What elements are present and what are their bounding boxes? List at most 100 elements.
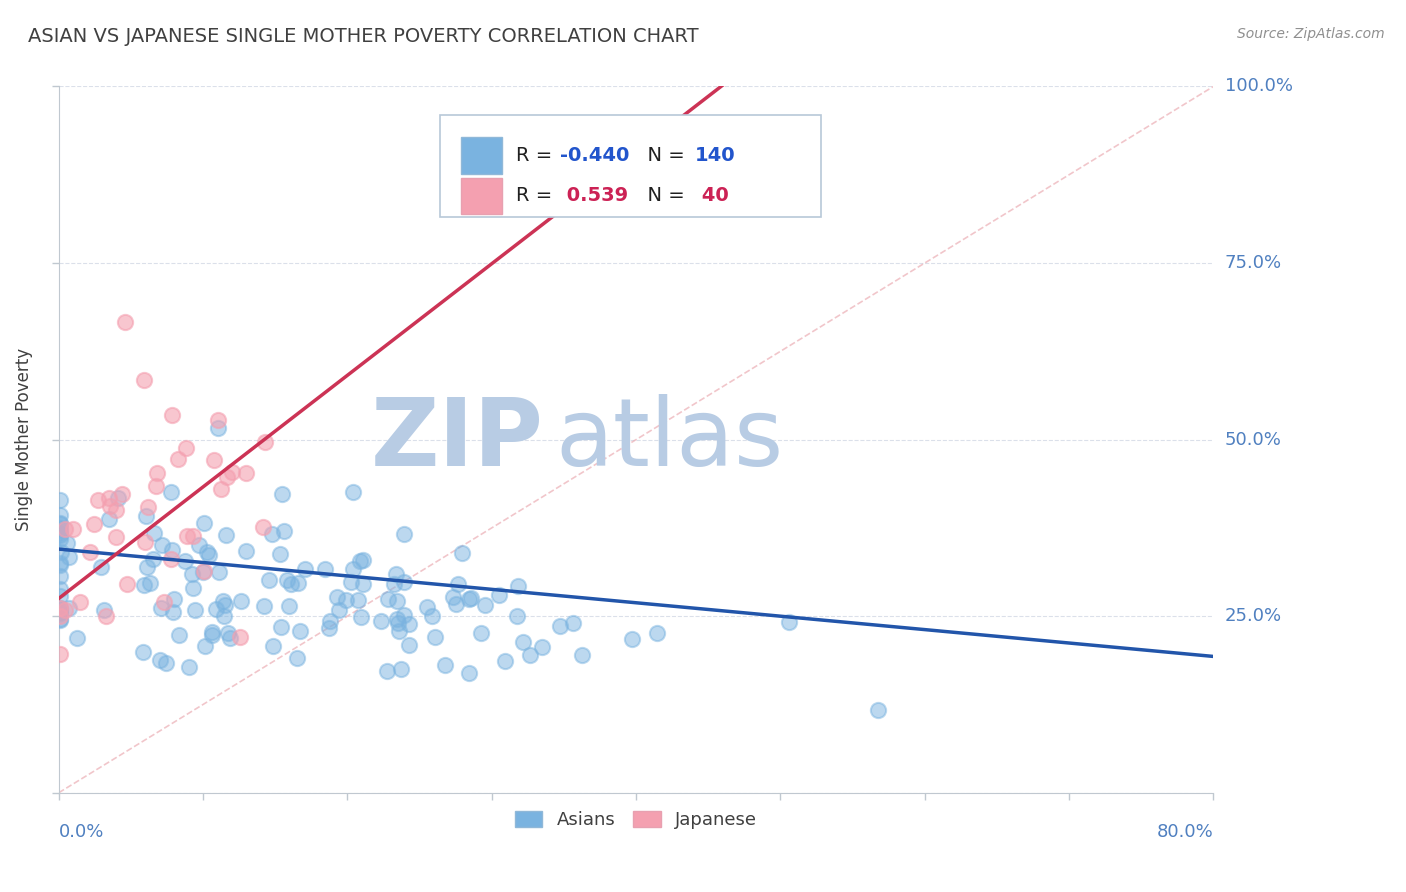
Asians <box>287 575 309 590</box>
Japanese <box>136 500 159 515</box>
Asians <box>392 526 415 541</box>
Asians <box>450 546 472 560</box>
Asians <box>377 591 399 606</box>
FancyBboxPatch shape <box>461 178 502 214</box>
Asians <box>352 577 374 591</box>
Asians <box>191 565 214 579</box>
Asians <box>198 548 221 562</box>
Asians <box>98 512 121 526</box>
Asians <box>340 574 363 589</box>
Asians <box>262 640 284 654</box>
Japanese <box>96 609 118 624</box>
Asians <box>180 567 202 582</box>
Asians <box>328 603 350 617</box>
Asians <box>58 549 80 564</box>
Asians <box>385 612 408 626</box>
Asians <box>474 598 496 612</box>
Asians <box>350 610 373 624</box>
Asians <box>160 543 183 558</box>
Asians <box>93 603 115 617</box>
Asians <box>262 527 284 541</box>
Asians <box>349 554 371 568</box>
Japanese <box>134 534 156 549</box>
Asians <box>280 577 302 591</box>
Asians <box>187 538 209 552</box>
Asians <box>392 575 415 590</box>
Asians <box>49 508 72 522</box>
Asians <box>235 544 257 558</box>
Asians <box>195 545 218 559</box>
Asians <box>270 620 292 634</box>
Text: 140: 140 <box>695 146 735 165</box>
Asians <box>49 558 72 572</box>
Text: atlas: atlas <box>555 393 783 485</box>
Asians <box>136 560 159 574</box>
Text: 25.0%: 25.0% <box>1225 607 1282 625</box>
Asians <box>868 703 890 717</box>
Japanese <box>215 470 238 484</box>
Asians <box>288 624 311 638</box>
Asians <box>49 612 72 626</box>
Japanese <box>221 465 243 479</box>
Asians <box>49 601 72 615</box>
Asians <box>326 590 349 604</box>
Asians <box>347 593 370 607</box>
Japanese <box>98 491 121 505</box>
Asians <box>420 609 443 624</box>
Asians <box>276 573 298 587</box>
Asians <box>342 562 364 576</box>
Asians <box>384 577 406 591</box>
Japanese <box>229 630 252 644</box>
Asians <box>207 421 229 435</box>
Asians <box>277 599 299 614</box>
Asians <box>201 625 224 640</box>
Japanese <box>253 434 276 449</box>
Asians <box>49 527 72 541</box>
Asians <box>319 614 342 628</box>
Asians <box>571 648 593 662</box>
Asians <box>273 524 295 538</box>
Asians <box>162 591 184 606</box>
Asians <box>269 547 291 561</box>
Text: N =: N = <box>636 146 690 165</box>
Text: N =: N = <box>636 186 690 205</box>
Japanese <box>49 600 72 615</box>
Japanese <box>193 564 215 578</box>
Asians <box>434 657 457 672</box>
Asians <box>181 581 204 595</box>
Asians <box>217 626 239 640</box>
Asians <box>58 601 80 615</box>
Asians <box>149 653 172 667</box>
Asians <box>519 648 541 663</box>
Asians <box>370 614 392 628</box>
Asians <box>205 601 228 615</box>
Japanese <box>174 441 197 455</box>
Asians <box>531 640 554 654</box>
Asians <box>215 528 238 542</box>
Japanese <box>145 466 167 480</box>
Asians <box>257 573 280 587</box>
Asians <box>488 587 510 601</box>
Japanese <box>209 482 232 496</box>
Legend: Asians, Japanese: Asians, Japanese <box>508 804 765 837</box>
Japanese <box>105 503 128 517</box>
Asians <box>49 521 72 535</box>
Asians <box>49 526 72 541</box>
Asians <box>416 599 439 614</box>
Asians <box>494 654 516 668</box>
Japanese <box>83 516 105 531</box>
Asians <box>647 626 669 640</box>
Text: 75.0%: 75.0% <box>1225 254 1282 272</box>
Asians <box>49 613 72 627</box>
Japanese <box>79 545 101 559</box>
Asians <box>294 562 316 576</box>
Asians <box>212 594 235 608</box>
Asians <box>375 664 398 678</box>
Asians <box>392 608 415 623</box>
Text: ASIAN VS JAPANESE SINGLE MOTHER POVERTY CORRELATION CHART: ASIAN VS JAPANESE SINGLE MOTHER POVERTY … <box>28 27 699 45</box>
Asians <box>423 631 446 645</box>
Asians <box>194 639 217 653</box>
Text: R =: R = <box>516 146 558 165</box>
Asians <box>219 631 242 645</box>
Japanese <box>202 453 225 467</box>
